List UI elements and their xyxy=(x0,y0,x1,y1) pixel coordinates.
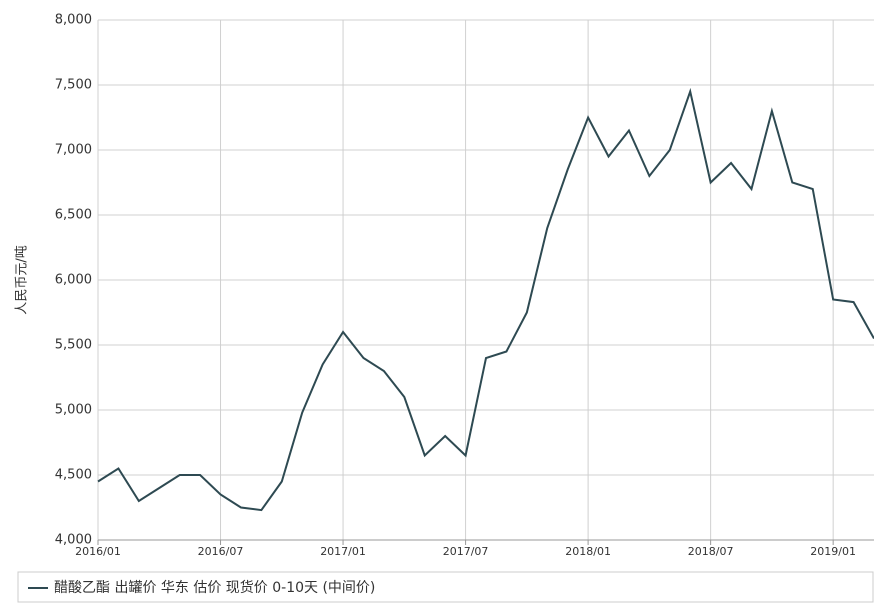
y-tick-label: 7,500 xyxy=(55,78,92,93)
legend-box xyxy=(17,571,874,603)
x-tick-label: 2016/01 xyxy=(75,545,121,558)
x-tick-label: 2017/07 xyxy=(443,545,489,558)
x-tick-label: 2019/01 xyxy=(810,545,856,558)
y-tick-label: 7,000 xyxy=(55,143,92,158)
legend-label: 醋酸乙酯 出罐价 华东 估价 现货价 0-10天 (中间价) xyxy=(54,579,375,596)
y-tick-label: 5,500 xyxy=(55,338,92,353)
x-tick-label: 2018/07 xyxy=(688,545,734,558)
y-tick-label: 5,000 xyxy=(55,403,92,418)
y-tick-label: 6,000 xyxy=(55,273,92,288)
x-tick-label: 2016/07 xyxy=(198,545,244,558)
y-tick-label: 6,500 xyxy=(55,208,92,223)
y-tick-label: 4,000 xyxy=(55,533,92,548)
y-axis-label: 人民币元/吨 xyxy=(15,245,30,314)
data-line xyxy=(97,87,874,512)
x-tick-label: 2018/01 xyxy=(565,545,611,558)
y-tick-label: 8,000 xyxy=(55,13,92,28)
y-tick-label: 4,500 xyxy=(55,468,92,483)
x-tick-label: 2017/01 xyxy=(320,545,366,558)
